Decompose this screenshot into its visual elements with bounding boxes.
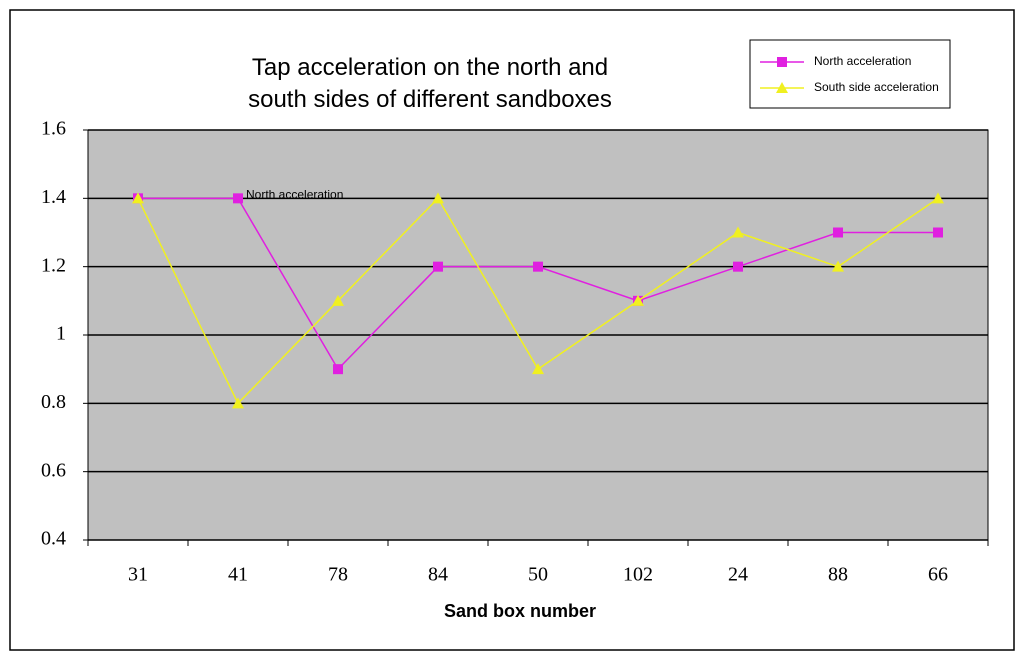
marker xyxy=(776,82,788,93)
marker xyxy=(733,261,743,272)
marker xyxy=(532,363,544,375)
marker xyxy=(933,227,943,238)
marker xyxy=(333,364,343,375)
legend-label: South side acceleration xyxy=(814,80,939,94)
x-tick-label: 24 xyxy=(728,564,748,586)
marker xyxy=(332,294,344,306)
x-tick-label: 41 xyxy=(228,564,248,586)
x-tick-label: 84 xyxy=(428,564,448,586)
marker xyxy=(233,193,243,204)
x-axis-label: Sand box number xyxy=(444,601,596,621)
marker xyxy=(732,226,744,238)
chart-title: Tap acceleration on the north and south … xyxy=(248,54,612,113)
y-tick-label: 1.2 xyxy=(41,254,66,276)
marker xyxy=(833,227,843,238)
y-tick-label: 1.4 xyxy=(41,186,66,208)
marker xyxy=(132,192,144,204)
x-tick-label: 78 xyxy=(328,564,348,586)
legend-label: North acceleration xyxy=(814,54,911,68)
x-tick-label: 31 xyxy=(128,564,148,586)
x-tick-label: 102 xyxy=(623,564,653,586)
legend: North acceleration South side acceleratio… xyxy=(749,39,951,109)
marker xyxy=(533,261,543,272)
marker xyxy=(432,192,444,204)
y-tick-label: 1 xyxy=(56,323,66,345)
x-tick-label: 66 xyxy=(928,564,948,586)
y-tick-label: 0.4 xyxy=(41,528,66,550)
y-tick-label: 0.6 xyxy=(41,459,66,481)
marker xyxy=(832,260,844,272)
legend-box xyxy=(749,39,951,109)
marker xyxy=(777,57,787,67)
marker xyxy=(433,261,443,272)
marker xyxy=(932,192,944,204)
marker xyxy=(632,294,644,306)
x-tick-label: 88 xyxy=(828,564,848,586)
marker xyxy=(232,397,244,409)
y-tick-label: 0.8 xyxy=(41,391,66,413)
x-tick-label: 50 xyxy=(528,564,548,586)
y-tick-label: 1.6 xyxy=(41,118,66,140)
annotation: North acceleration xyxy=(246,188,343,202)
